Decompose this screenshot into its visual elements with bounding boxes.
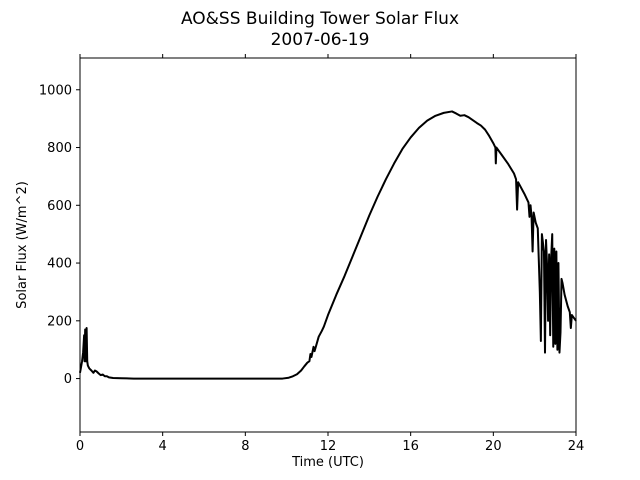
y-tick-label: 400 (47, 257, 72, 272)
chart-subtitle: 2007-06-19 (271, 30, 370, 50)
chart-title: AO&SS Building Tower Solar Flux (181, 9, 459, 29)
y-axis-label: Solar Flux (W/m^2) (15, 181, 30, 309)
x-tick-label: 8 (241, 439, 249, 454)
y-tick-label: 200 (47, 314, 72, 329)
y-tick-label: 600 (47, 199, 72, 214)
axis-ticks: 0 4 8 12 16 20 24 0 200 400 600 800 1000 (39, 54, 584, 454)
x-tick-label: 0 (76, 439, 84, 454)
plot-frame (79, 57, 577, 433)
x-tick-label: 20 (485, 439, 502, 454)
x-tick-label: 4 (159, 439, 167, 454)
x-tick-label: 16 (402, 439, 419, 454)
x-axis-label: Time (UTC) (291, 455, 364, 470)
x-tick-label: 12 (320, 439, 337, 454)
solar-flux-line (79, 110, 577, 380)
y-tick-label: 800 (47, 141, 72, 156)
y-tick-label: 1000 (39, 83, 72, 98)
y-tick-label: 0 (64, 372, 72, 387)
x-tick-label: 24 (568, 439, 585, 454)
